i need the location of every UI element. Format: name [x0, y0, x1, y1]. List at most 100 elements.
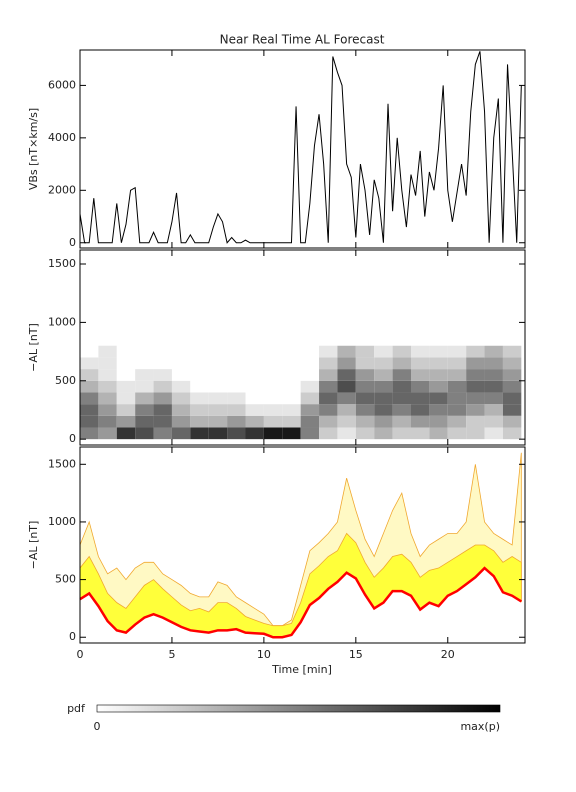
pdf-cell [337, 357, 356, 370]
pdf-cell [135, 369, 154, 381]
y-tick-label: 500 [55, 374, 76, 387]
plot-frame [79, 249, 526, 446]
pdf-cell [190, 404, 209, 416]
pdf-cell [245, 392, 264, 405]
pdf-cell [98, 357, 117, 370]
pdf-cell [447, 392, 467, 405]
y-axis-label: −AL [nT] [27, 521, 40, 570]
pdf-cell [190, 392, 209, 405]
x-axis-label: Time [min] [271, 663, 332, 676]
pdf-cell [116, 380, 136, 393]
y-tick-label: 1500 [48, 457, 76, 470]
pdf-cell [98, 345, 117, 358]
pdf-cell [392, 345, 411, 358]
pdf-cell [447, 380, 467, 393]
pdf-cell [227, 369, 246, 381]
pdf-cell [153, 369, 172, 381]
pdf-cell [190, 380, 209, 393]
pdf-cell [466, 357, 485, 370]
pdf-cell [208, 404, 228, 416]
pdf-cell [410, 427, 430, 440]
pdf-cell [80, 380, 99, 393]
x-tick-label: 10 [257, 648, 271, 661]
pdf-cell [153, 357, 172, 370]
pdf-cell [171, 380, 191, 393]
pdf-cell [337, 427, 356, 440]
pdf-cell [208, 345, 228, 358]
pdf-cell [447, 345, 467, 358]
pdf-cell [447, 427, 467, 440]
y-tick-label: 6000 [48, 78, 76, 91]
pdf-cell [263, 392, 283, 405]
pdf-cell [355, 415, 375, 428]
pdf-cell [245, 369, 264, 381]
pdf-cell [208, 392, 228, 405]
chart-title: Near Real Time AL Forecast [220, 33, 385, 47]
pdf-cell [282, 369, 301, 381]
pdf-cell [153, 427, 172, 440]
pdf-cell [153, 345, 172, 358]
pdf-cell [208, 427, 228, 440]
pdf-cell [502, 380, 522, 393]
pdf-cell [392, 404, 411, 416]
pdf-cell [502, 404, 522, 416]
pdf-cell [484, 380, 503, 393]
pdf-cell [227, 404, 246, 416]
pdf-cell [263, 427, 283, 440]
pdf-cell [429, 427, 448, 440]
pdf-cell [484, 392, 503, 405]
pdf-cell [319, 357, 338, 370]
pdf-cell [319, 392, 338, 405]
pdf-cell [300, 427, 320, 440]
pdf-cell [484, 369, 503, 381]
pdf-cell [135, 427, 154, 440]
pdf-cell [374, 369, 393, 381]
pdf-cell [392, 380, 411, 393]
pdf-cell [502, 345, 522, 358]
pdf-cell [502, 392, 522, 405]
pdf-cell [466, 369, 485, 381]
pdf-cell [319, 380, 338, 393]
pdf-cell [392, 415, 411, 428]
pdf-cell [374, 357, 393, 370]
plot-frame [79, 446, 526, 644]
pdf-cell [319, 345, 338, 358]
pdf-cell [116, 345, 136, 358]
pdf-cell [337, 345, 356, 358]
pdf-cell [135, 345, 154, 358]
pdf-cell [282, 427, 301, 440]
pdf-cell [300, 357, 320, 370]
pdf-cell [429, 392, 448, 405]
pdf-cell [447, 357, 467, 370]
pdf-cell [410, 380, 430, 393]
pdf-cell [263, 357, 283, 370]
pdf-cell [227, 415, 246, 428]
pdf-cell [263, 404, 283, 416]
pdf-cell [282, 380, 301, 393]
pdf-cell [466, 415, 485, 428]
pdf-cell [80, 415, 99, 428]
pdf-cell [282, 357, 301, 370]
pdf-cell [392, 369, 411, 381]
pdf-cell [282, 415, 301, 428]
pdf-cell [392, 392, 411, 405]
pdf-cell [466, 345, 485, 358]
pdf-cell [374, 404, 393, 416]
pdf-cell [245, 404, 264, 416]
y-tick-label: 4000 [48, 131, 76, 144]
colorbar-label: pdf [67, 702, 86, 715]
pdf-cell [171, 369, 191, 381]
pdf-cell [466, 392, 485, 405]
pdf-cell [410, 345, 430, 358]
pdf-cell [171, 357, 191, 370]
pdf-cell [227, 427, 246, 440]
colorbar-max: max(p) [460, 720, 500, 733]
y-axis-label: −AL [nT] [27, 323, 40, 372]
x-tick-label: 5 [168, 648, 175, 661]
pdf-cell [263, 369, 283, 381]
pdf-cell [263, 380, 283, 393]
pdf-cell [135, 380, 154, 393]
pdf-cell [410, 404, 430, 416]
pdf-cell [355, 404, 375, 416]
